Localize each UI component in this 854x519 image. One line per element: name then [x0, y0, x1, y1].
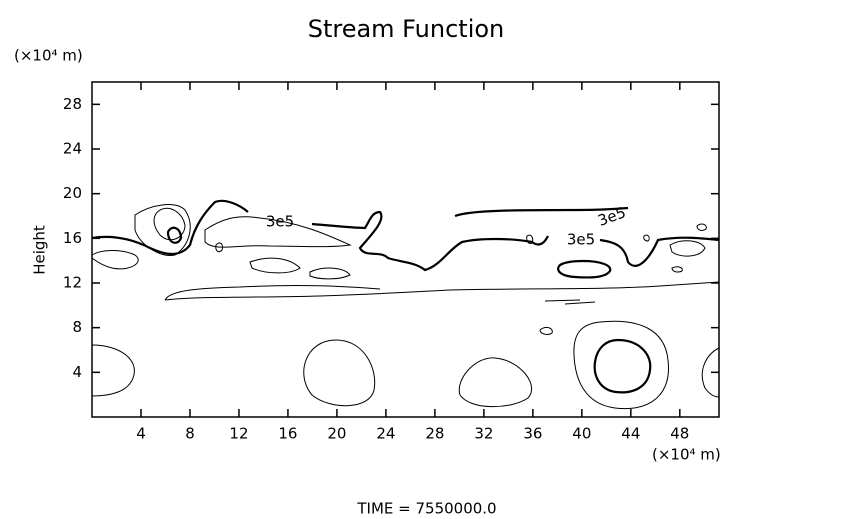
contour-line	[696, 223, 707, 231]
x-tick-label: 36	[523, 425, 542, 443]
contour-line	[164, 285, 381, 301]
contour-line	[643, 234, 650, 242]
contour-line	[249, 257, 301, 274]
contour-label: 3e5	[266, 213, 294, 231]
contour-line	[204, 216, 352, 248]
x-tick-label: 28	[425, 425, 444, 443]
contour-label: 3e5	[567, 231, 595, 249]
contour-line	[153, 207, 186, 241]
y-tick-label: 16	[63, 229, 82, 247]
contour-line	[215, 242, 223, 253]
contour-line	[669, 240, 706, 257]
y-tick-label: 28	[63, 95, 82, 113]
y-tick-label: 4	[72, 363, 82, 381]
x-unit: (×10⁴ m)	[652, 446, 721, 464]
contour-line	[91, 199, 720, 272]
x-tick-label: 32	[474, 425, 493, 443]
contour-line	[544, 299, 581, 302]
contour-line	[573, 320, 669, 410]
contour-line	[458, 357, 533, 408]
x-tick-label: 20	[327, 425, 346, 443]
x-tick-label: 48	[670, 425, 689, 443]
contour-line	[701, 347, 720, 398]
contour-line	[593, 338, 652, 394]
x-tick-label: 44	[621, 425, 640, 443]
contour-line	[671, 266, 683, 273]
footer: TIME = 7550000.0	[356, 500, 496, 518]
x-tick-label: 12	[229, 425, 248, 443]
x-tick-label: 40	[572, 425, 591, 443]
x-tick-label: 4	[136, 425, 146, 443]
y-tick-label: 24	[63, 140, 82, 158]
contour-line	[91, 250, 139, 270]
y-tick-label: 8	[72, 318, 82, 336]
contour-line	[164, 281, 720, 301]
x-tick-label: 8	[185, 425, 195, 443]
contour-line	[309, 267, 351, 280]
plot-frame	[91, 81, 720, 418]
contour-label: 3e5	[595, 203, 628, 230]
contour-line	[454, 206, 629, 218]
x-tick-label: 16	[278, 425, 297, 443]
y-tick-label: 12	[63, 274, 82, 292]
contour-line	[557, 259, 612, 279]
contour-line	[134, 204, 191, 256]
y-unit: (×10⁴ m)	[14, 47, 83, 65]
y-tick-label: 20	[63, 184, 82, 202]
contour-line	[91, 344, 135, 397]
chart-title: Stream Function	[308, 15, 505, 43]
contour-line	[303, 339, 376, 407]
contour-line	[166, 226, 183, 244]
contour-line	[564, 301, 596, 305]
y-axis-label: Height	[31, 225, 49, 275]
contour-line	[539, 326, 553, 335]
x-tick-label: 24	[376, 425, 395, 443]
